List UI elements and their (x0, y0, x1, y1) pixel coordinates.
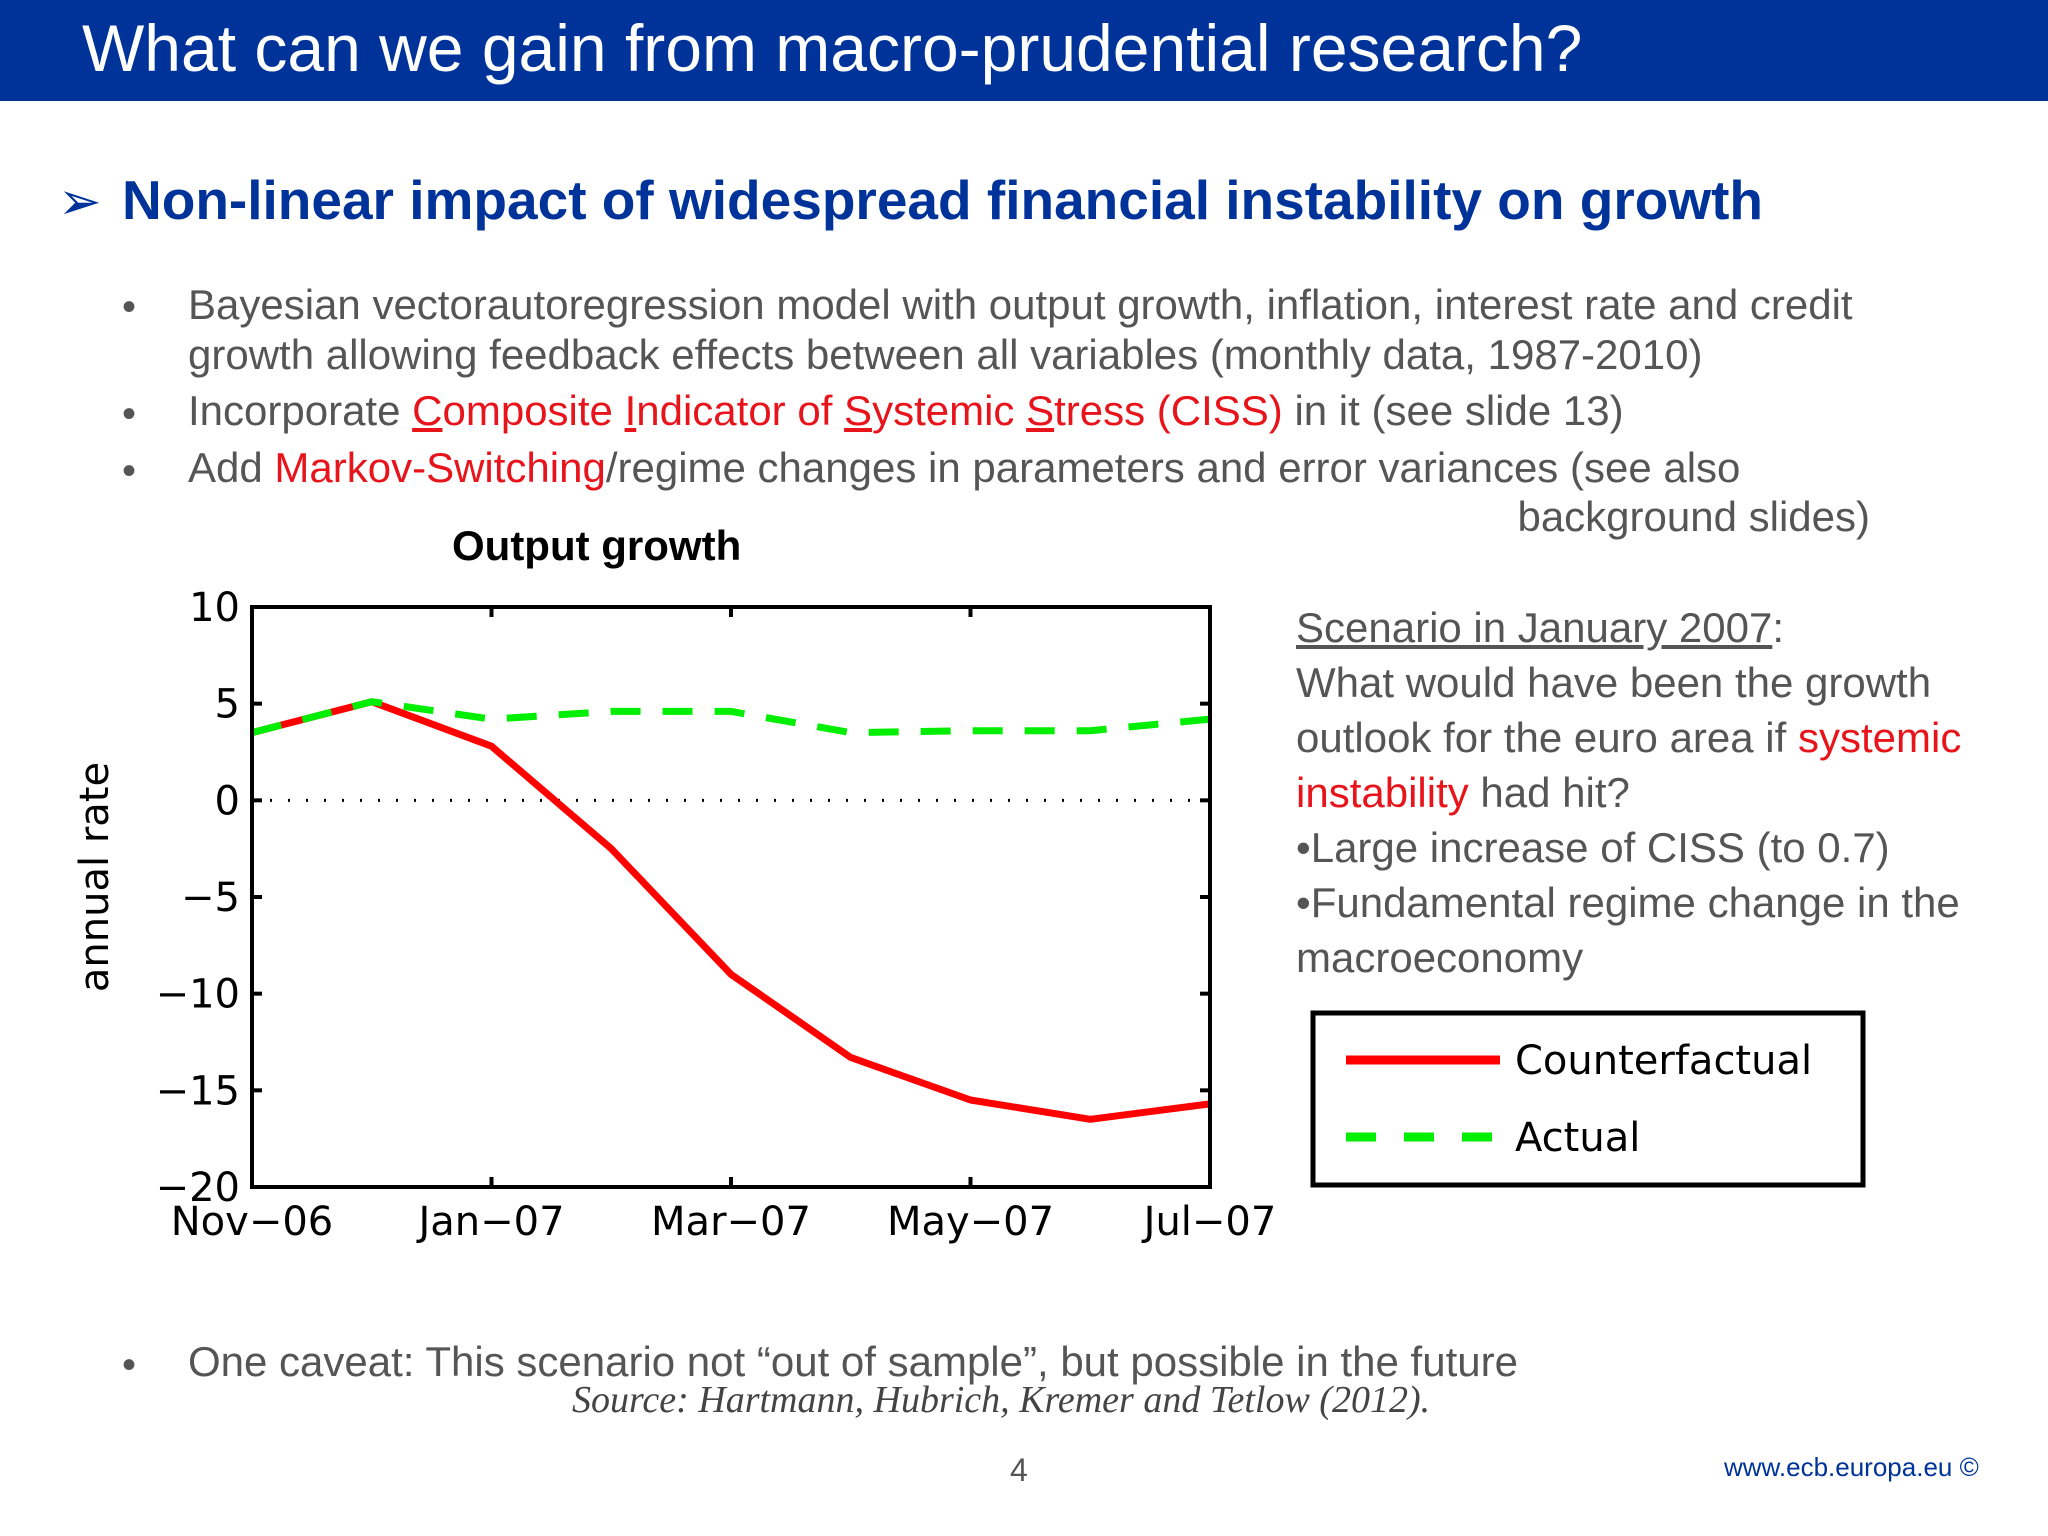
x-tick-label: Mar−07 (651, 1199, 811, 1245)
ciss-term: Composite Indicator of Systemic Stress (… (412, 387, 1283, 434)
bullet-icon: • (122, 392, 137, 436)
x-tick-label: Nov−06 (171, 1199, 333, 1245)
bullet-icon: • (122, 285, 137, 329)
scenario-line-1: What would have been the growth (1296, 659, 1932, 706)
legend-label-actual: Actual (1515, 1115, 1640, 1161)
bullet-3-post: /regime changes in parameters and error … (605, 444, 1741, 491)
ciss-letter-i: I (624, 387, 637, 434)
scenario-colon: : (1772, 604, 1784, 651)
scenario-text: Scenario in January 2007: What would hav… (1296, 600, 1961, 985)
legend-frame (1310, 1010, 1866, 1188)
scenario-line-2-pre: outlook for the euro area if (1296, 714, 1798, 761)
bullet-3: Add Markov-Switching/regime changes in p… (188, 443, 1740, 493)
ciss-letter-s2: S (1026, 387, 1055, 434)
arrow-bullet-icon: ➢ (58, 173, 102, 231)
bullet-1-line-2: growth allowing feedback effects between… (188, 331, 1703, 378)
scenario-line-5: •Fundamental regime change in the (1296, 879, 1960, 926)
bullet-3-line-2: background slides) (1517, 493, 1870, 540)
chart-title: Output growth (452, 522, 742, 569)
website-link[interactable]: www.ecb.europa.eu © (1724, 1452, 1979, 1482)
source-citation: Source: Hartmann, Hubrich, Kremer and Te… (572, 1379, 1431, 1421)
ciss-letter-c: C (412, 387, 443, 434)
y-tick-label: −5 (181, 875, 240, 921)
scenario-line-2: outlook for the euro area if systemic (1296, 710, 1961, 765)
ciss-word-4: tress (CISS) (1054, 387, 1283, 434)
y-axis-label: annual rate (72, 762, 118, 992)
scenario-heading-row: Scenario in January 2007: (1296, 600, 1961, 655)
markov-switching-term: Markov-Switching (274, 444, 606, 491)
legend-items: Counterfactual Actual (1346, 1038, 1812, 1161)
bullet-3-pre: Add (188, 444, 275, 491)
y-tick-label: −20 (156, 1165, 240, 1211)
scenario-heading: Scenario in January 2007 (1296, 604, 1773, 651)
ciss-word-3: ystemic (872, 387, 1027, 434)
scenario-line-3: instability had hit? (1296, 765, 1961, 820)
scenario-line-3-post: had hit? (1468, 769, 1630, 816)
bullet-icon: • (122, 449, 137, 493)
series-counterfactual-line (251, 698, 1211, 1123)
slide-title: What can we gain from macro-prudential r… (82, 11, 1583, 85)
x-tick-label: May−07 (887, 1199, 1054, 1245)
bullet-icon: • (122, 1343, 137, 1387)
plot-frame (250, 605, 1212, 1189)
x-tick-label: Jul−07 (1141, 1199, 1277, 1245)
title-bar: What can we gain from macro-prudential r… (0, 0, 2048, 101)
y-tick-label: −10 (156, 972, 240, 1018)
page-number: 4 (1010, 1452, 1028, 1488)
bullet-2-post: in it (see slide 13) (1282, 387, 1624, 434)
y-tick-label: 10 (189, 585, 240, 631)
chart-legend: Counterfactual Actual (1310, 1010, 1866, 1188)
scenario-line-4: •Large increase of CISS (to 0.7) (1296, 824, 1890, 871)
scenario-instability: instability (1296, 769, 1469, 816)
ciss-letter-s1: S (844, 387, 873, 434)
y-tick-label: −15 (156, 1068, 240, 1114)
legend-label-counterfactual: Counterfactual (1515, 1038, 1812, 1084)
x-tick-label: Jan−07 (415, 1199, 564, 1245)
ciss-word-2: ndicator of (636, 387, 845, 434)
bullet-1-line-1: Bayesian vectorautoregression model with… (188, 281, 1853, 328)
scenario-systemic: systemic (1797, 714, 1962, 761)
bullet-2-pre: Incorporate (188, 387, 413, 434)
ciss-word-1: omposite (442, 387, 625, 434)
slide-headline: Non-linear impact of widespread financia… (122, 169, 1764, 231)
chart-series (251, 698, 1211, 1123)
scenario-line-6: macroeconomy (1296, 934, 1584, 981)
y-tick-label: 0 (215, 778, 240, 824)
bullet-2: Incorporate Composite Indicator of Syste… (188, 386, 1624, 436)
y-tick-label: 5 (215, 682, 240, 728)
caveat-bullet: One caveat: This scenario not “out of sa… (188, 1338, 1518, 1385)
series-actual-line (251, 698, 1211, 737)
